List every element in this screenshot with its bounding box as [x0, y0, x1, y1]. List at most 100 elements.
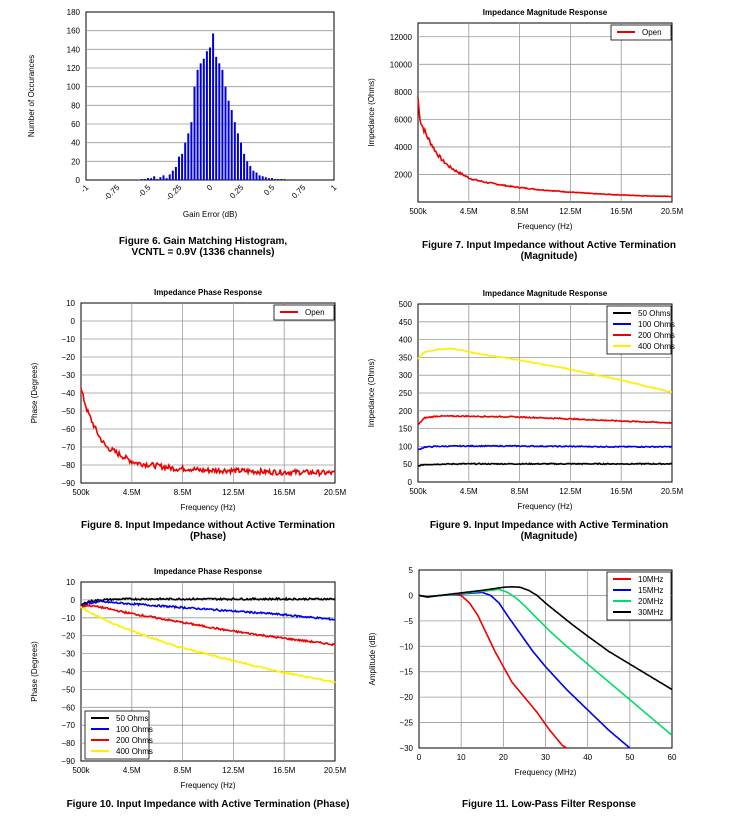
y-tick-label: −40	[61, 668, 75, 677]
y-tick-label: 80	[71, 101, 80, 110]
y-tick-label: −10	[61, 614, 75, 623]
y-tick-label: −20	[399, 693, 413, 702]
histogram-bar	[240, 142, 242, 180]
histogram-bar	[255, 172, 258, 180]
histogram-bar	[199, 63, 202, 181]
caption-line-2: (Phase)	[189, 531, 227, 542]
caption-line-1: Figure 10. Input Impedance with Active T…	[66, 799, 350, 810]
figure-caption: Figure 10. Input Impedance with Active T…	[25, 799, 391, 810]
histogram-bar	[162, 175, 165, 180]
chart-svg-fig9: Impedance Magnitude Response 0 50 100 150 200…	[367, 289, 684, 511]
chart-title: Impedance Magnitude Response	[483, 8, 608, 17]
y-tick-label: −60	[61, 425, 75, 434]
x-tick-label: -0.25	[164, 183, 184, 203]
histogram-bar	[280, 179, 283, 180]
histogram-bar	[264, 177, 267, 180]
x-tick-label: 40	[583, 753, 592, 762]
x-tick-label: 4.5M	[460, 207, 478, 216]
x-tick-label: 20.5M	[661, 487, 684, 496]
y-tick-label: −50	[61, 407, 75, 416]
y-tick-label: −70	[61, 721, 75, 730]
x-tick-label: 16.5M	[610, 487, 633, 496]
y-tick-label: 120	[67, 64, 81, 73]
histogram-bar	[174, 166, 177, 180]
y-tick-label: 2000	[394, 170, 412, 179]
chart-svg-fig7: Impedance Magnitude Response 2000 4000 6000…	[367, 8, 684, 231]
legend-box	[610, 24, 672, 41]
histogram-bar	[184, 142, 187, 180]
histogram-bar	[218, 63, 221, 181]
x-tick-label: 4.5M	[460, 487, 478, 496]
x-tick-label: 16.5M	[273, 766, 296, 775]
plot-area	[417, 22, 673, 203]
figure-caption: Figure 6. Gain Matching Histogram, VCNTL…	[20, 236, 386, 258]
legend-label: 50 Ohms	[638, 309, 670, 318]
histogram-bar	[249, 166, 252, 180]
y-axis-label: Number of Occurances	[27, 55, 36, 137]
caption-line-2: (Magnitude)	[520, 251, 578, 262]
y-tick-label: 40	[71, 139, 80, 148]
figure-caption: Figure 9. Input Impedance with Active Te…	[366, 520, 732, 542]
caption-line-1: Figure 6. Gain Matching Histogram,	[118, 236, 288, 247]
histogram-bar	[156, 179, 159, 180]
chart-panel-fig10: Impedance Phase Response 10 0 −10 −20 −30 −40 −…	[0, 557, 366, 827]
y-tick-label: 400	[399, 336, 413, 345]
figure-caption: Figure 7. Input Impedance without Active…	[366, 240, 732, 262]
x-tick-label: 20	[499, 753, 508, 762]
legend-label: 400 Ohms	[116, 747, 153, 756]
x-tick-label: -1	[79, 183, 91, 195]
x-tick-label: 20.5M	[661, 207, 684, 216]
histogram-bar	[168, 174, 171, 180]
legend: Open	[273, 304, 335, 321]
figure-caption: Figure 8. Input Impedance without Active…	[25, 520, 391, 542]
y-axis-label: Phase (Degrees)	[30, 362, 39, 423]
histogram-bar	[143, 179, 146, 180]
x-tick-label: 4.5M	[123, 766, 141, 775]
series-line-100-ohms	[417, 444, 673, 451]
x-tick-label: 20.5M	[324, 488, 347, 497]
y-tick-label: −10	[61, 335, 75, 344]
x-tick-label: 0	[417, 753, 422, 762]
histogram-bar	[140, 179, 143, 180]
caption-line-2: VCNTL = 0.9V (1336 channels)	[131, 247, 275, 258]
histogram-bar	[187, 133, 190, 180]
series-line-100-ohms	[80, 600, 336, 621]
legend-label: Open	[642, 28, 662, 37]
histogram-bar	[224, 86, 227, 180]
x-axis-label: Frequency (MHz)	[515, 768, 577, 777]
histogram-bar	[181, 153, 184, 180]
histogram-bar	[202, 58, 205, 180]
y-tick-label: 10000	[390, 60, 413, 69]
x-tick-label: 0.75	[290, 183, 308, 201]
y-tick-label: 12000	[390, 33, 413, 42]
y-tick-label: 5	[409, 566, 414, 575]
histogram-bar	[277, 179, 280, 180]
x-tick-label: 30	[541, 753, 550, 762]
x-axis-label: Frequency (Hz)	[180, 781, 235, 790]
y-tick-label: 0	[71, 317, 76, 326]
x-tick-label: 500k	[409, 207, 427, 216]
y-axis-label: Amplitude (dB)	[368, 632, 377, 685]
y-tick-label: 0	[409, 591, 414, 600]
series-line-200-ohms	[80, 603, 336, 647]
x-tick-label: 50	[625, 753, 634, 762]
y-tick-label: 6000	[394, 115, 412, 124]
y-axis-label: Impedance (Ohms)	[367, 78, 376, 147]
histogram-bar	[271, 178, 273, 180]
x-tick-label: 12.5M	[559, 487, 582, 496]
x-tick-label: 4.5M	[123, 488, 141, 497]
histogram-bar	[196, 69, 199, 180]
y-tick-label: 10	[66, 578, 75, 587]
histogram-bar	[165, 178, 168, 180]
histogram-bar	[159, 177, 162, 180]
histogram-bar	[246, 161, 249, 180]
x-tick-label: 16.5M	[273, 488, 296, 497]
x-tick-label: 12.5M	[559, 207, 582, 216]
chart-svg-fig6: 0 20 40 60 80 100 120 140 160 180 -1 -0.75 -0.5 -0.25…	[27, 8, 339, 219]
y-tick-label: −15	[399, 668, 413, 677]
y-tick-label: 0	[76, 176, 81, 185]
x-tick-label: -0.75	[102, 183, 122, 203]
histogram-bar	[261, 176, 264, 180]
x-tick-label: 1	[329, 183, 339, 193]
legend-label: 200 Ohms	[116, 736, 153, 745]
